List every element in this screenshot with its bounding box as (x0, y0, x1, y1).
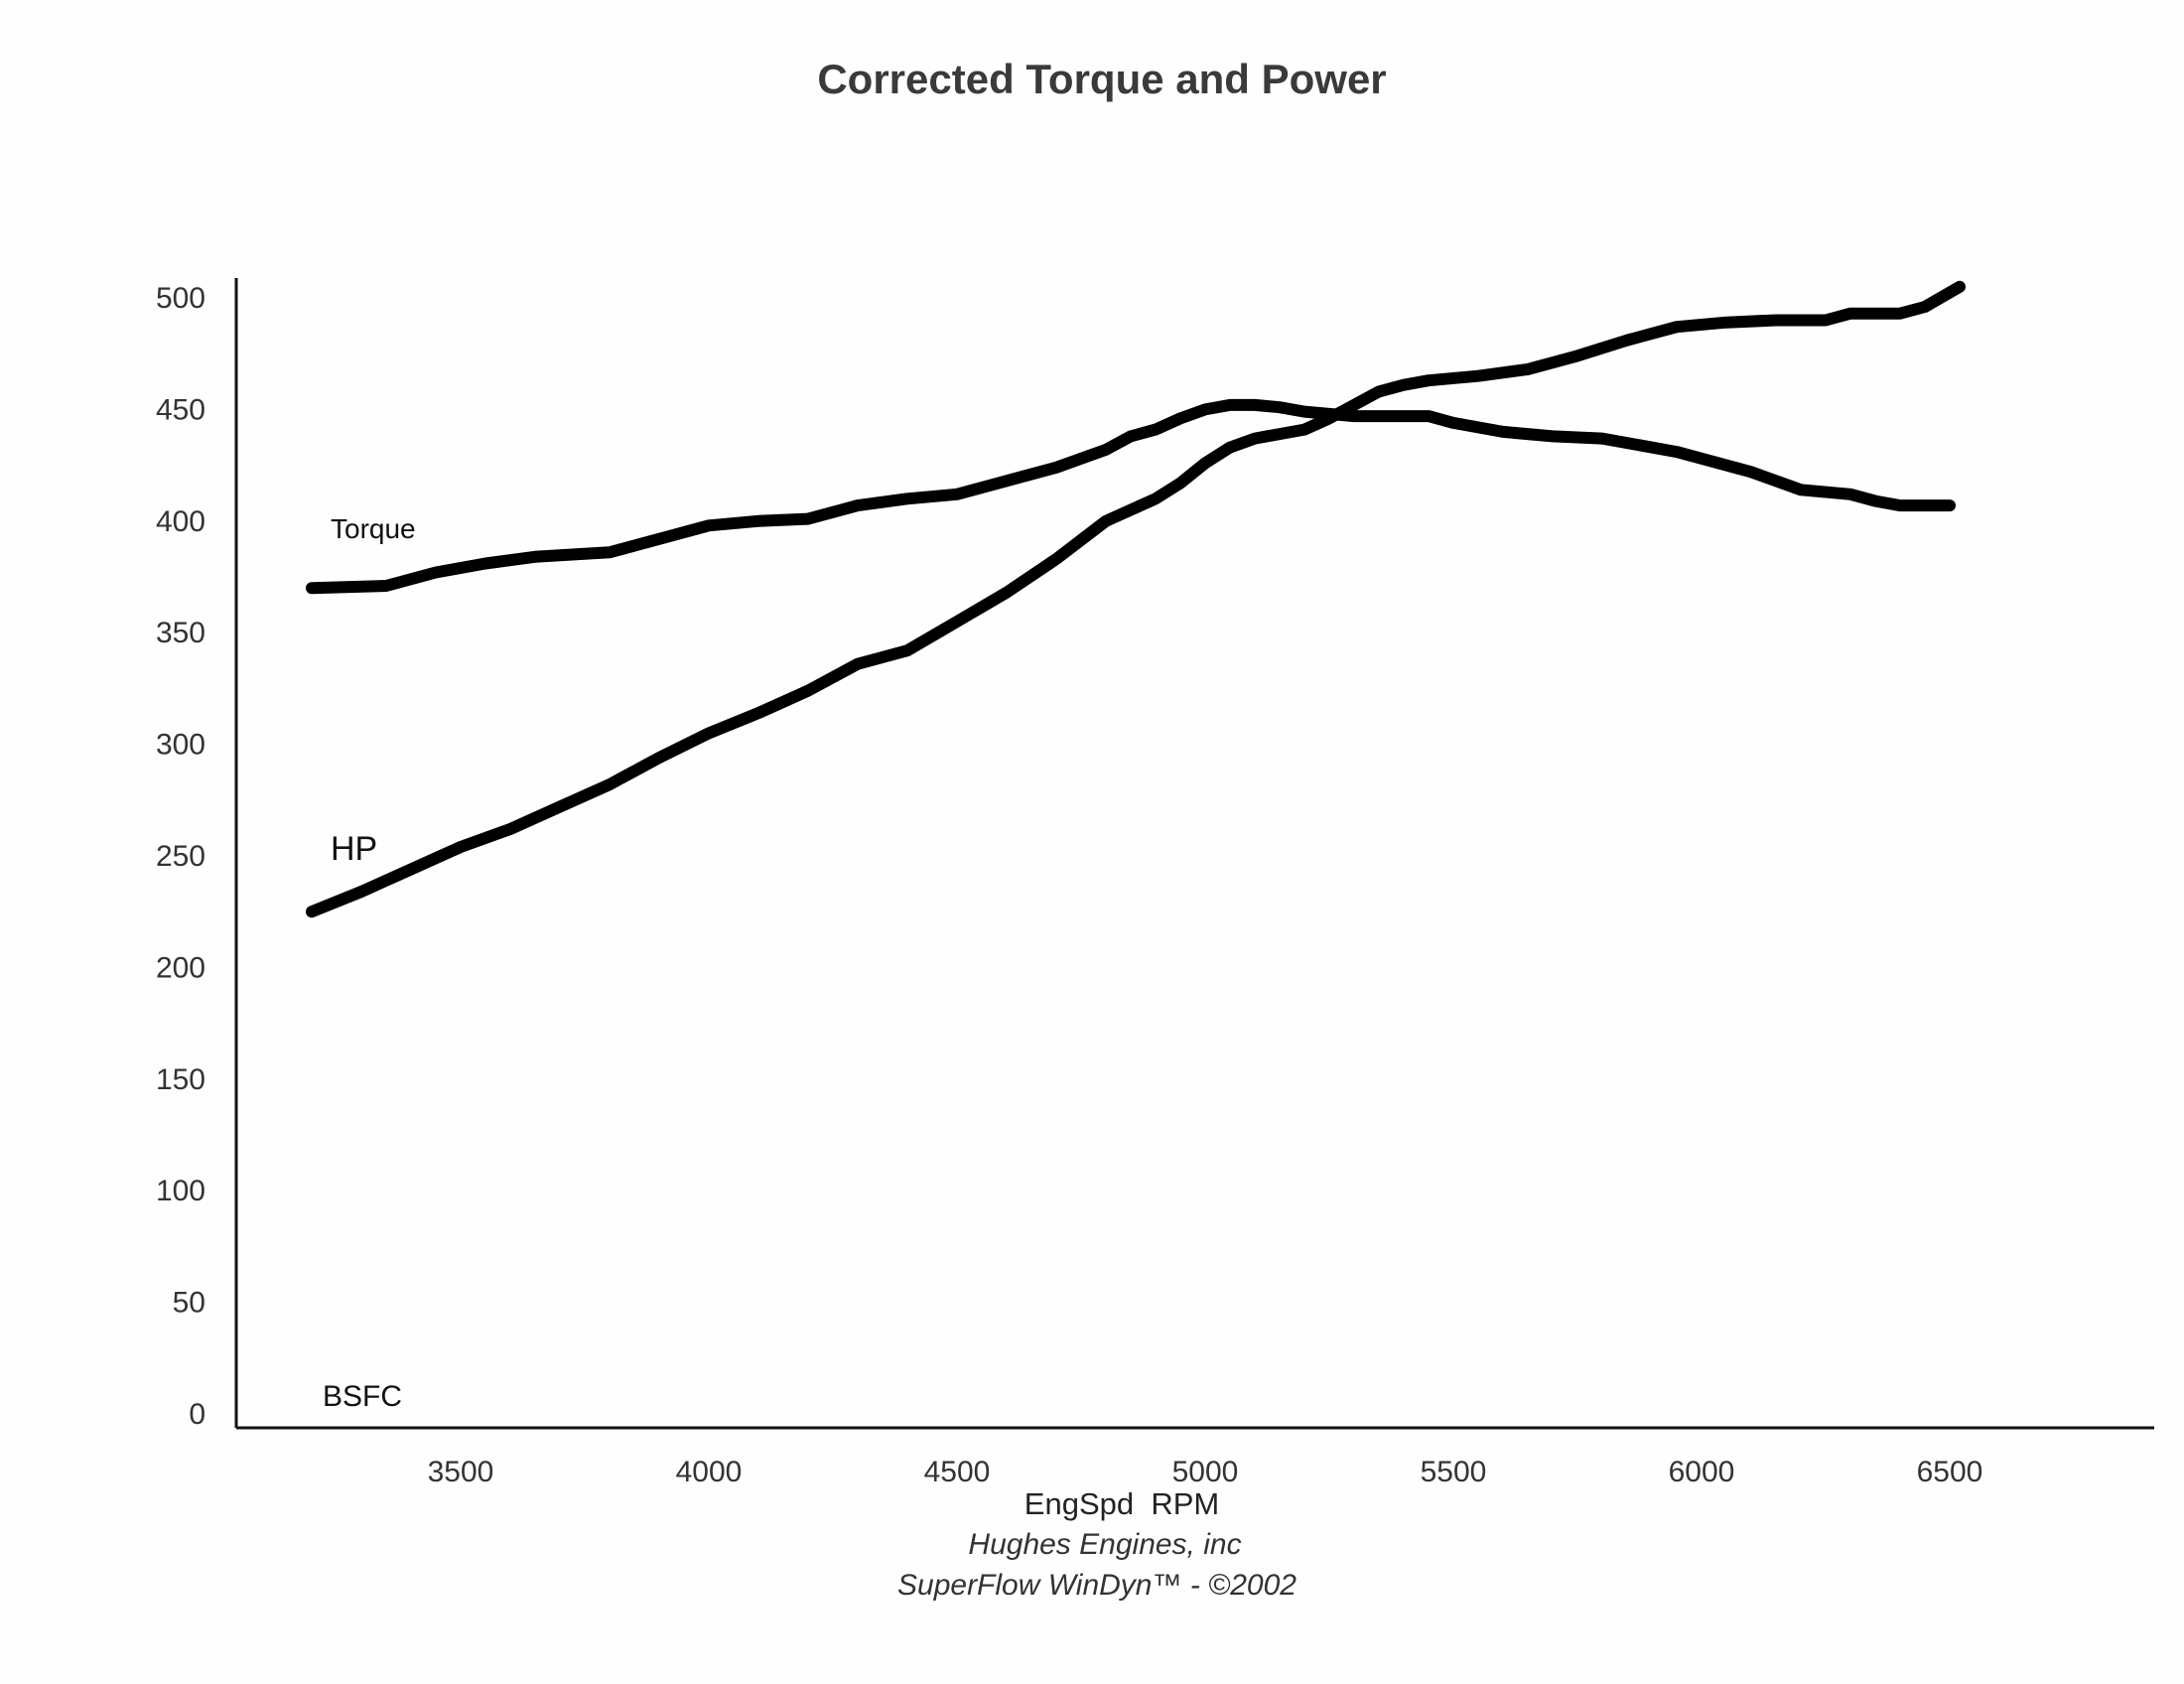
series-label-torque: Torque (331, 513, 416, 544)
credit-company: Hughes Engines, inc (968, 1528, 1241, 1561)
x-tick-label: 6000 (1669, 1456, 1735, 1488)
series-line-hp (306, 280, 1966, 918)
y-tick-label: 150 (156, 1063, 205, 1096)
series-label-hp: HP (331, 830, 377, 868)
x-tick-label: 4000 (676, 1456, 743, 1488)
y-tick-label: 350 (156, 617, 205, 649)
chart-title: Corrected Torque and Power (817, 56, 1386, 102)
y-tick-label: 450 (156, 393, 205, 426)
y-tick-label: 100 (156, 1175, 205, 1207)
y-tick-label: 50 (173, 1287, 205, 1320)
y-tick-label: 400 (156, 505, 205, 538)
y-tick-label: 250 (156, 840, 205, 873)
y-tick-label: 500 (156, 282, 205, 315)
x-tick-labels: 3500 4000 4500 5000 5500 6000 6500 (428, 1456, 1983, 1488)
x-tick-label: 5000 (1172, 1456, 1239, 1488)
y-tick-label: 200 (156, 951, 205, 984)
credit-software: SuperFlow WinDyn™ - ©2002 (897, 1569, 1297, 1602)
annotation-bsfc: BSFC (323, 1380, 402, 1413)
y-tick-label: 300 (156, 729, 205, 762)
series-lines (306, 280, 1966, 918)
x-tick-label: 4500 (924, 1456, 991, 1488)
y-tick-labels: 0 50 100 150 200 250 300 350 400 450 500 (156, 282, 205, 1431)
y-tick-label: 0 (189, 1398, 205, 1431)
series-line-torque (306, 398, 1956, 595)
x-tick-label: 6500 (1917, 1456, 1983, 1488)
x-axis-label: EngSpd RPM (1024, 1486, 1219, 1521)
x-tick-label: 3500 (428, 1456, 494, 1488)
x-tick-label: 5500 (1421, 1456, 1487, 1488)
